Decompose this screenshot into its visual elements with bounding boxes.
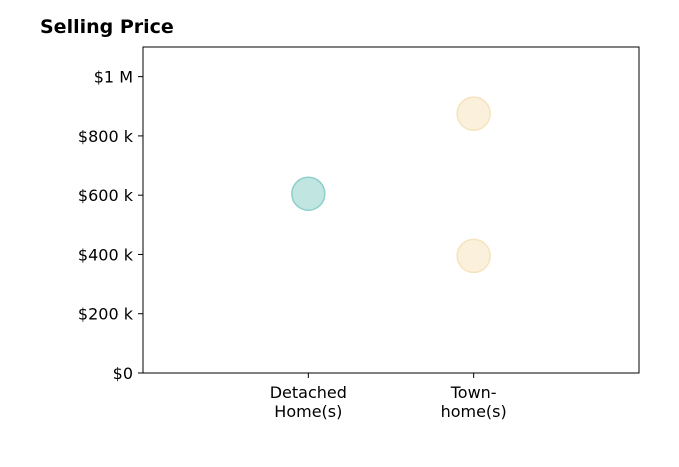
y-tick-label: $200 k xyxy=(78,305,134,324)
chart-title: Selling Price xyxy=(40,16,174,38)
data-point xyxy=(456,238,491,274)
x-tick-label: Town- xyxy=(450,383,497,402)
y-tick-label: $1 M xyxy=(94,68,133,87)
y-tick-label: $400 k xyxy=(78,245,134,264)
data-point xyxy=(291,176,326,211)
y-tick-label: $0 xyxy=(113,364,133,383)
x-tick-label: home(s) xyxy=(441,402,507,421)
y-tick-label: $600 k xyxy=(78,186,134,205)
x-tick-label: Detached xyxy=(270,383,347,402)
x-tick-label: Home(s) xyxy=(274,402,342,421)
axes-frame xyxy=(142,46,640,374)
data-point xyxy=(456,96,491,131)
y-tick-label: $800 k xyxy=(78,127,134,146)
